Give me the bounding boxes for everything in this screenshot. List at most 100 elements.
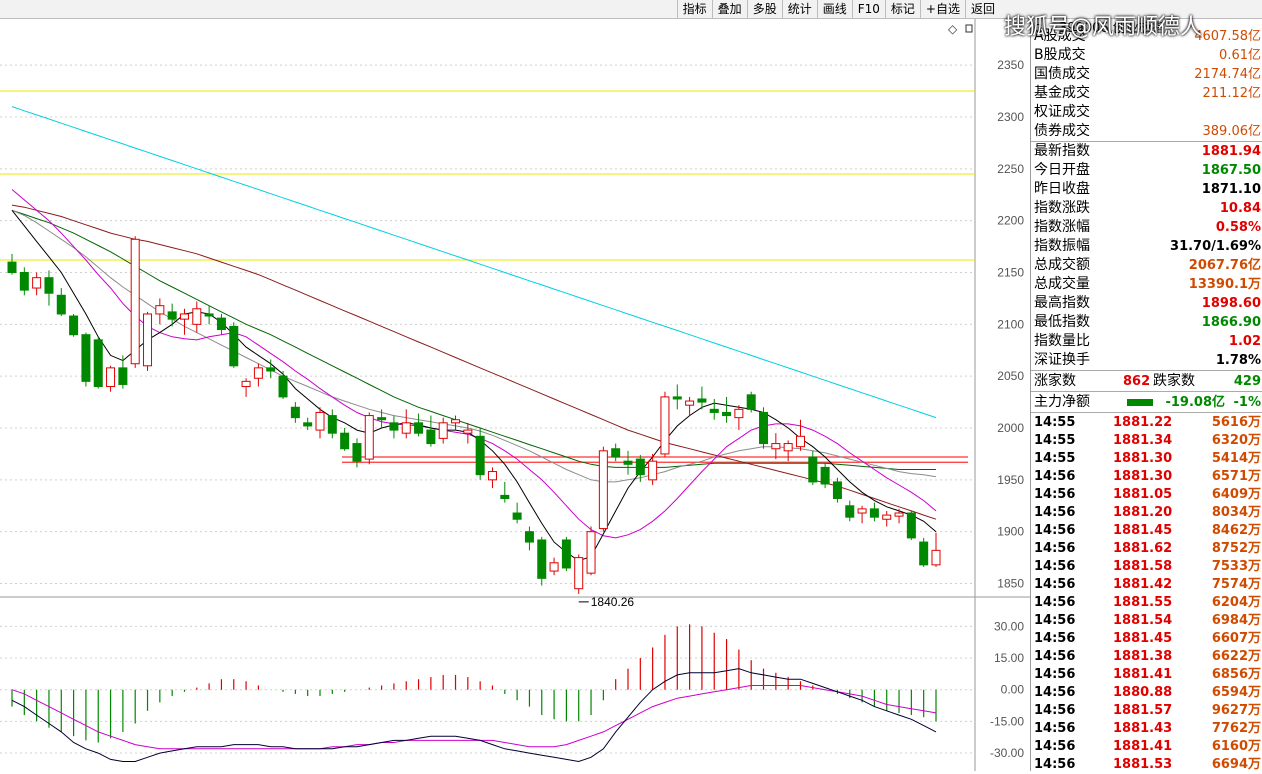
trade-row: 14:56 1881.57 9627万 <box>1031 702 1262 720</box>
candle-body <box>69 315 79 336</box>
trade-volume: 6622万 <box>1211 649 1261 664</box>
price-tick-label: 2000 <box>997 421 1024 435</box>
toolbar-button-0[interactable]: 指标 <box>676 0 712 18</box>
turnover-label: 权证成交 <box>1034 104 1090 120</box>
toolbar-button-3[interactable]: 统计 <box>781 0 817 18</box>
macd-tick-label: -15.00 <box>990 714 1024 728</box>
toolbar-button-5[interactable]: F10 <box>851 0 885 18</box>
candle-body <box>241 380 251 388</box>
candle-body <box>438 422 448 439</box>
toolbar-button-1[interactable]: 叠加 <box>711 0 747 18</box>
trade-price: 1881.58 <box>1113 559 1173 574</box>
toolbar-button-4[interactable]: 画线 <box>816 0 852 18</box>
down-count-label: 跌家数 <box>1153 373 1195 389</box>
stat-row: 最高指数 1898.60 <box>1031 294 1262 313</box>
stat-value: 31.70/1.69% <box>1170 239 1261 254</box>
candle-body <box>463 429 473 434</box>
candle-body <box>44 277 54 294</box>
stat-label: 指数量比 <box>1034 333 1090 349</box>
trade-price: 1881.54 <box>1113 613 1173 628</box>
price-tick-label: 1900 <box>997 525 1024 539</box>
toolbar-button-6[interactable]: 标记 <box>884 0 920 18</box>
trade-price: 1880.88 <box>1113 685 1173 700</box>
index-code-tag: G <box>1034 22 1043 35</box>
toolbar-button-8[interactable]: 返回 <box>964 0 1000 18</box>
candle-body <box>192 308 202 325</box>
trade-row: 14:55 1881.34 6320万 <box>1031 432 1262 450</box>
stat-label: 总成交量 <box>1034 276 1090 292</box>
trade-price: 1881.22 <box>1113 415 1173 430</box>
stat-row: 指数振幅 31.70/1.69% <box>1031 237 1262 256</box>
diamond-icon: ◇ <box>948 22 958 36</box>
candle-body <box>524 531 534 543</box>
trade-time: 14:56 <box>1034 559 1076 574</box>
trade-row: 14:56 1881.53 6694万 <box>1031 756 1262 774</box>
price-tick-label: 2100 <box>997 317 1024 331</box>
down-count-value: 429 <box>1233 374 1261 389</box>
trade-price: 1881.55 <box>1113 595 1173 610</box>
divider <box>1031 391 1262 392</box>
trade-row: 14:56 1881.45 8462万 <box>1031 522 1262 540</box>
ma120-line <box>11 106 937 419</box>
candle-body <box>611 448 621 458</box>
stat-value: 10.84 <box>1219 201 1261 216</box>
main-force-row: 主力净额 -19.08亿 -1% <box>1031 393 1262 412</box>
stat-label: 总成交额 <box>1034 257 1090 273</box>
trade-time: 14:56 <box>1034 487 1076 502</box>
window-icon <box>965 24 973 33</box>
trade-time: 14:56 <box>1034 739 1076 754</box>
trade-row: 14:56 1881.45 6607万 <box>1031 630 1262 648</box>
candle-body <box>672 396 682 400</box>
turnover-value: 211.12亿 <box>1202 86 1262 101</box>
kline-chart-area[interactable]: 2400 2350 2300 2250 2200 2150 2100 2050 2000 1950… <box>0 19 1030 771</box>
candle-body <box>389 422 399 431</box>
candle-body <box>32 277 42 289</box>
turnover-row: 债券成交 389.06亿 <box>1031 122 1262 141</box>
ma20-line <box>11 209 937 483</box>
candle-body <box>352 443 362 462</box>
toolbar-button-2[interactable]: 多股 <box>746 0 782 18</box>
trade-time: 14:55 <box>1034 415 1076 430</box>
stat-value: 2067.76亿 <box>1188 258 1261 273</box>
trade-price: 1881.42 <box>1113 577 1173 592</box>
divider <box>1031 141 1262 142</box>
trade-volume: 5616万 <box>1211 415 1261 430</box>
turnover-value: 0.61亿 <box>1219 48 1261 63</box>
candle-body <box>685 400 695 406</box>
candle-body <box>561 539 571 569</box>
candle-body <box>155 305 165 315</box>
candle-body <box>204 313 214 317</box>
trade-row: 14:56 1881.54 6984万 <box>1031 612 1262 630</box>
trade-row: 14:56 1880.88 6594万 <box>1031 684 1262 702</box>
price-tick-label: 2250 <box>997 162 1024 176</box>
trade-price: 1881.45 <box>1113 523 1173 538</box>
stat-value: 1871.10 <box>1201 182 1261 197</box>
trade-price: 1881.38 <box>1113 649 1173 664</box>
turnover-row: 基金成交 211.12亿 <box>1031 84 1262 103</box>
ma5-line <box>11 209 937 562</box>
top-toolbar: 指标 叠加 多股 统计 画线 F10 标记 +自选 返回 <box>0 0 1262 19</box>
trade-row: 14:56 1881.42 7574万 <box>1031 576 1262 594</box>
toolbar-button-7[interactable]: +自选 <box>919 0 965 18</box>
candle-body <box>832 481 842 500</box>
trade-price: 1881.05 <box>1113 487 1173 502</box>
main-force-label: 主力净额 <box>1034 394 1090 410</box>
kline-chart-svg[interactable]: 2400 2350 2300 2250 2200 2150 2100 2050 2000 1950… <box>0 19 1030 771</box>
trade-volume: 8034万 <box>1211 505 1261 520</box>
stat-value: 1.78% <box>1215 353 1261 368</box>
trade-row: 14:56 1881.38 6622万 <box>1031 648 1262 666</box>
stat-value: 1.02 <box>1228 334 1261 349</box>
trade-row: 14:56 1881.55 6204万 <box>1031 594 1262 612</box>
candle-body <box>709 408 719 413</box>
candle-body <box>167 311 177 320</box>
trade-price: 1881.53 <box>1113 757 1173 772</box>
macd-tick-label: -30.00 <box>990 746 1024 760</box>
candle-body <box>574 557 584 590</box>
stat-label: 最新指数 <box>1034 143 1090 159</box>
turnover-value: 2174.74亿 <box>1194 67 1261 82</box>
trade-volume: 8752万 <box>1211 541 1261 556</box>
stat-value: 1881.94 <box>1201 144 1261 159</box>
index-header: G 399006 创业板指 <box>1031 19 1262 38</box>
candle-body <box>487 471 497 481</box>
candle-body <box>7 261 17 273</box>
